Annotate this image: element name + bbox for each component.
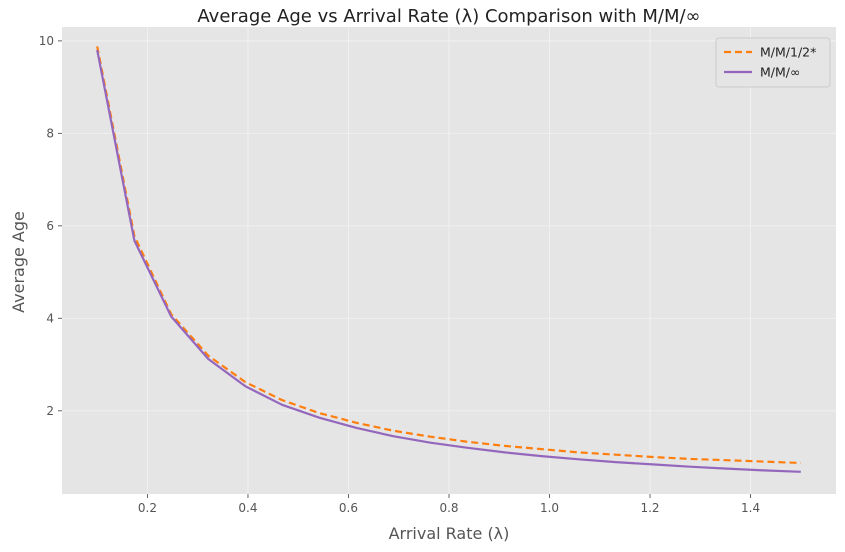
x-tick-label: 0.8: [439, 501, 458, 515]
x-tick-label: 1.4: [741, 501, 760, 515]
y-tick-label: 8: [46, 126, 54, 140]
y-tick-label: 6: [46, 219, 54, 233]
y-axis-ticks: 2 4 6 8 10: [39, 34, 62, 418]
series-layer: [96, 46, 801, 473]
x-axis-title: Arrival Rate (λ): [389, 524, 510, 543]
x-tick-label: 0.4: [238, 501, 257, 515]
chart-title: Average Age vs Arrival Rate (λ) Comparis…: [197, 6, 700, 27]
x-tick-label: 0.2: [138, 501, 157, 515]
y-axis-title: Average Age: [9, 211, 28, 313]
series-line-0: [96, 46, 801, 465]
x-tick-label: 1.0: [540, 501, 559, 515]
x-tick-label: 0.6: [339, 501, 358, 515]
legend-label-mminf: M/M/∞: [760, 65, 800, 80]
legend-label-mm12: M/M/1/2*: [760, 45, 816, 60]
grid: [62, 27, 836, 494]
x-tick-label: 1.2: [640, 501, 659, 515]
series-line-1: [96, 49, 801, 473]
y-tick-label: 4: [46, 311, 54, 325]
legend-box: [715, 37, 831, 88]
x-axis-ticks: 0.2 0.4 0.6 0.8 1.0 1.2 1.4: [138, 494, 760, 515]
y-tick-label: 10: [39, 34, 54, 48]
y-tick-label: 2: [46, 404, 54, 418]
legend: M/M/1/2* M/M/∞: [715, 37, 831, 88]
